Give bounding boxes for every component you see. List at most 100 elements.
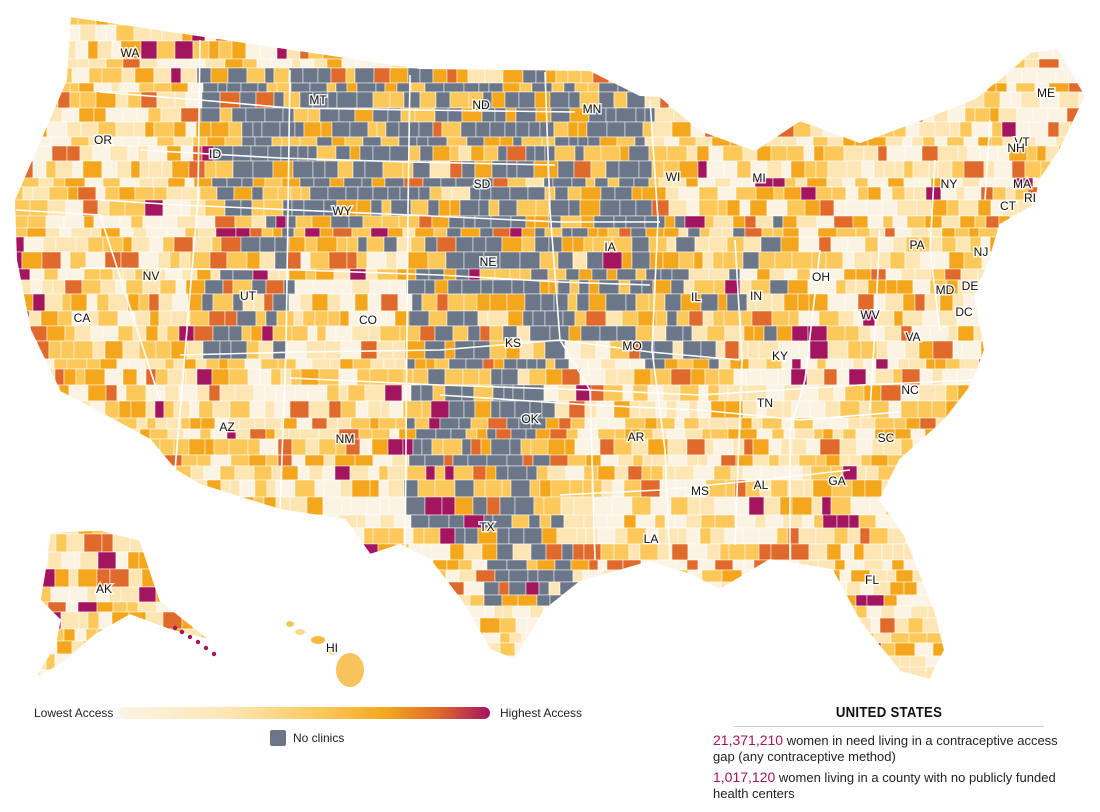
county-cell xyxy=(606,617,618,634)
county-cell xyxy=(138,251,159,270)
county-cell xyxy=(1009,384,1030,402)
county-cell xyxy=(532,340,546,360)
county-cell xyxy=(600,186,616,201)
county-cell xyxy=(289,400,310,419)
county-cell xyxy=(489,325,504,342)
county-cell xyxy=(312,160,326,179)
county-cell xyxy=(779,58,799,69)
county-cell xyxy=(854,16,868,26)
county-cell xyxy=(418,666,433,680)
county-cell xyxy=(547,438,566,456)
county-cell xyxy=(239,91,257,109)
county-cell xyxy=(818,666,839,680)
county-cell xyxy=(313,177,331,188)
county-cell xyxy=(345,605,361,619)
county-cell xyxy=(192,611,206,630)
county-cell xyxy=(664,358,679,370)
state-label-ks: KS xyxy=(505,336,521,350)
county-cell xyxy=(693,251,704,270)
county-cell xyxy=(865,107,885,123)
county-cell xyxy=(304,227,321,238)
county-cell xyxy=(616,268,637,281)
county-cell xyxy=(699,527,712,545)
county-cell xyxy=(594,177,609,188)
county-cell xyxy=(904,186,915,201)
county-cell xyxy=(35,601,49,613)
county-cell xyxy=(935,438,948,456)
county-cell xyxy=(70,514,90,529)
county-cell xyxy=(782,514,804,529)
county-cell xyxy=(597,527,616,545)
county-cell xyxy=(965,514,977,529)
county-cell xyxy=(958,655,973,668)
county-cell xyxy=(527,186,546,201)
county-cell xyxy=(968,594,984,607)
county-cell xyxy=(205,514,221,529)
county-cell xyxy=(482,358,495,370)
county-cell xyxy=(471,16,484,26)
county-cell xyxy=(469,594,485,607)
county-cell xyxy=(483,581,500,596)
county-cell xyxy=(427,199,440,217)
county-cell xyxy=(458,145,472,162)
county-cell xyxy=(102,215,121,229)
county-cell xyxy=(804,199,821,217)
county-cell xyxy=(52,669,72,678)
county-cell xyxy=(174,91,187,109)
county-cell xyxy=(802,617,819,634)
county-cell xyxy=(264,632,282,644)
county-cell xyxy=(128,682,141,691)
county-cell xyxy=(1049,293,1071,312)
county-cell xyxy=(988,428,1002,440)
state-label-oh: OH xyxy=(812,270,830,284)
county-cell xyxy=(1006,543,1021,561)
county-cell xyxy=(727,58,745,69)
county-cell xyxy=(1069,438,1084,456)
county-cell xyxy=(860,454,872,467)
county-cell xyxy=(635,268,647,281)
county-cell xyxy=(339,310,350,327)
county-cell xyxy=(995,82,1008,93)
county-cell xyxy=(460,227,481,238)
county-cell xyxy=(702,310,714,327)
county-cell xyxy=(827,293,846,312)
county-cell xyxy=(352,358,372,370)
county-cell xyxy=(678,227,689,238)
county-cell xyxy=(212,602,224,612)
county-cell xyxy=(147,145,168,162)
county-cell xyxy=(327,186,347,201)
county-cell xyxy=(710,594,724,607)
county-cell xyxy=(983,160,996,179)
county-cell xyxy=(184,569,204,583)
state-label-nc: NC xyxy=(901,383,919,397)
county-cell xyxy=(470,666,488,680)
county-cell xyxy=(350,417,371,430)
county-cell xyxy=(971,496,984,516)
county-cell xyxy=(1058,145,1080,162)
county-cell xyxy=(125,279,144,295)
county-cell xyxy=(369,417,380,430)
county-cell xyxy=(94,653,107,671)
county-cell xyxy=(1023,605,1034,619)
county-cell xyxy=(476,40,489,60)
county-cell xyxy=(180,199,191,217)
county-cell xyxy=(655,186,667,201)
county-cell xyxy=(751,310,773,327)
county-cell xyxy=(173,400,191,419)
county-cell xyxy=(415,569,432,583)
county-cell xyxy=(312,527,326,545)
county-cell xyxy=(309,82,328,93)
county-cell xyxy=(537,24,551,42)
county-cell xyxy=(760,368,779,386)
county-cell xyxy=(371,40,382,60)
county-cell xyxy=(226,16,242,26)
county-cell xyxy=(715,58,729,69)
county-cell xyxy=(275,384,296,402)
county-cell xyxy=(784,268,798,281)
county-cell xyxy=(14,58,29,69)
county-cell xyxy=(173,358,185,370)
county-cell xyxy=(1034,465,1045,481)
county-cell xyxy=(695,681,706,697)
county-cell xyxy=(905,417,921,430)
county-cell xyxy=(419,145,434,162)
